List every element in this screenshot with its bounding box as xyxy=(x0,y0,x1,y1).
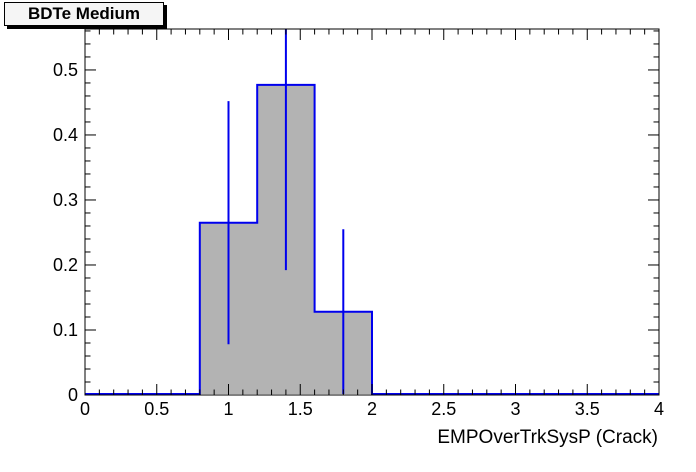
y-tick-label: 0.3 xyxy=(53,190,78,210)
x-tick-label: 3 xyxy=(510,399,520,419)
title-box: BDTe Medium xyxy=(4,2,164,26)
y-tick-label: 0.1 xyxy=(53,320,78,340)
x-tick-label: 2 xyxy=(367,399,377,419)
x-axis-title: EMPOverTrkSysP (Crack) xyxy=(437,427,658,448)
x-tick-label: 2.5 xyxy=(431,399,456,419)
x-tick-label: 0.5 xyxy=(144,399,169,419)
x-tick-label: 0 xyxy=(80,399,90,419)
y-tick-label: 0.4 xyxy=(53,125,78,145)
y-tick-label: 0 xyxy=(68,385,78,405)
x-tick-label: 3.5 xyxy=(575,399,600,419)
histogram-outline xyxy=(85,83,659,395)
x-tick-label: 4 xyxy=(654,399,664,419)
x-tick-label: 1 xyxy=(223,399,233,419)
x-tick-label: 1.5 xyxy=(288,399,313,419)
y-tick-label: 0.5 xyxy=(53,60,78,80)
y-tick-label: 0.2 xyxy=(53,255,78,275)
title-text: BDTe Medium xyxy=(27,4,141,23)
